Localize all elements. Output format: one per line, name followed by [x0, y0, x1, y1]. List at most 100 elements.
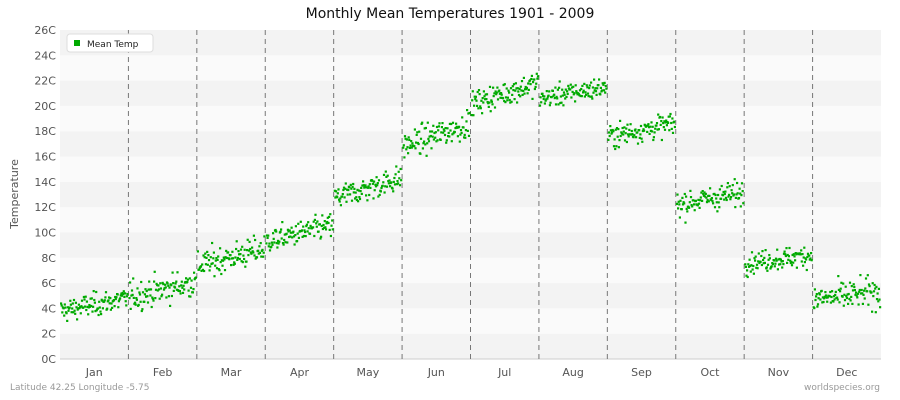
data-point: [148, 288, 151, 291]
data-point: [459, 133, 462, 136]
data-point: [509, 101, 512, 104]
data-point: [559, 101, 562, 105]
data-point: [871, 282, 874, 285]
data-point: [754, 255, 757, 258]
data-point: [65, 312, 68, 315]
data-point: [580, 95, 583, 98]
data-point: [813, 288, 816, 291]
data-point: [697, 198, 700, 201]
data-point: [671, 117, 674, 120]
data-point: [365, 186, 368, 189]
data-point: [789, 259, 792, 262]
data-point: [378, 193, 381, 196]
data-point: [409, 144, 412, 147]
data-point: [360, 186, 363, 189]
data-point: [255, 256, 259, 259]
data-point: [726, 186, 729, 189]
data-point: [138, 293, 142, 296]
data-point: [492, 95, 495, 98]
data-point: [361, 184, 364, 187]
data-point: [356, 188, 359, 191]
data-point: [855, 291, 858, 294]
data-point: [229, 254, 232, 257]
data-point: [780, 260, 783, 263]
data-point: [450, 122, 453, 126]
data-point: [334, 190, 338, 193]
data-point: [562, 104, 565, 107]
data-point: [625, 140, 628, 144]
data-point: [655, 122, 659, 125]
data-point: [753, 257, 756, 260]
data-point: [591, 97, 594, 100]
data-point: [477, 89, 481, 92]
data-point: [172, 282, 175, 285]
data-point: [657, 128, 660, 131]
y-tick-label: 2C: [41, 328, 56, 341]
data-point: [250, 252, 253, 255]
data-point: [85, 308, 88, 312]
data-point: [273, 241, 276, 244]
y-axis-ticks: 0C 2C 4C 6C 8C 10C 12C 14C 16C 18C 20C 22C 24C 26C: [34, 24, 56, 366]
data-point: [564, 97, 567, 100]
data-point: [141, 308, 144, 311]
data-point: [704, 192, 707, 195]
data-point: [260, 255, 263, 258]
data-point: [447, 131, 450, 134]
data-point: [775, 259, 778, 262]
data-point: [612, 145, 616, 148]
data-point: [218, 269, 221, 272]
data-point: [362, 180, 365, 183]
data-point: [554, 103, 558, 106]
data-point: [596, 87, 599, 90]
data-point: [696, 204, 699, 207]
data-point: [524, 88, 527, 91]
data-point: [171, 271, 174, 274]
data-point: [109, 297, 112, 300]
data-point: [615, 145, 618, 148]
data-point: [826, 296, 829, 299]
data-point: [90, 304, 93, 308]
data-point: [784, 254, 787, 258]
data-point: [352, 182, 355, 186]
data-point: [156, 289, 159, 292]
data-point: [421, 121, 424, 124]
data-point: [307, 221, 310, 224]
data-point: [258, 245, 261, 248]
data-point: [716, 210, 719, 213]
data-point: [211, 262, 214, 265]
data-point: [296, 240, 299, 243]
data-point: [746, 269, 749, 272]
data-point: [437, 129, 440, 132]
data-point: [230, 264, 233, 267]
data-point: [140, 309, 143, 313]
data-point: [607, 138, 610, 141]
data-point: [161, 293, 164, 296]
data-point: [325, 222, 328, 225]
data-point: [67, 309, 70, 312]
data-point: [101, 299, 104, 302]
data-point: [72, 298, 76, 302]
data-point: [225, 249, 228, 252]
data-point: [268, 242, 271, 245]
data-point: [487, 105, 490, 108]
data-point: [833, 298, 836, 301]
data-point: [88, 304, 91, 307]
data-point: [561, 88, 564, 91]
data-point: [731, 192, 734, 195]
data-point: [694, 199, 697, 202]
data-point: [824, 294, 828, 297]
data-point: [557, 103, 560, 106]
data-point: [763, 261, 766, 264]
data-point: [484, 93, 487, 96]
data-point: [592, 91, 595, 94]
y-axis-label: Temperature: [8, 159, 21, 230]
data-point: [113, 305, 116, 308]
data-point: [583, 95, 586, 98]
data-point: [500, 92, 503, 95]
data-point: [726, 182, 729, 185]
data-point: [338, 200, 341, 203]
data-point: [543, 102, 546, 105]
data-point: [408, 146, 411, 149]
data-point: [79, 306, 82, 309]
data-point: [612, 130, 615, 133]
